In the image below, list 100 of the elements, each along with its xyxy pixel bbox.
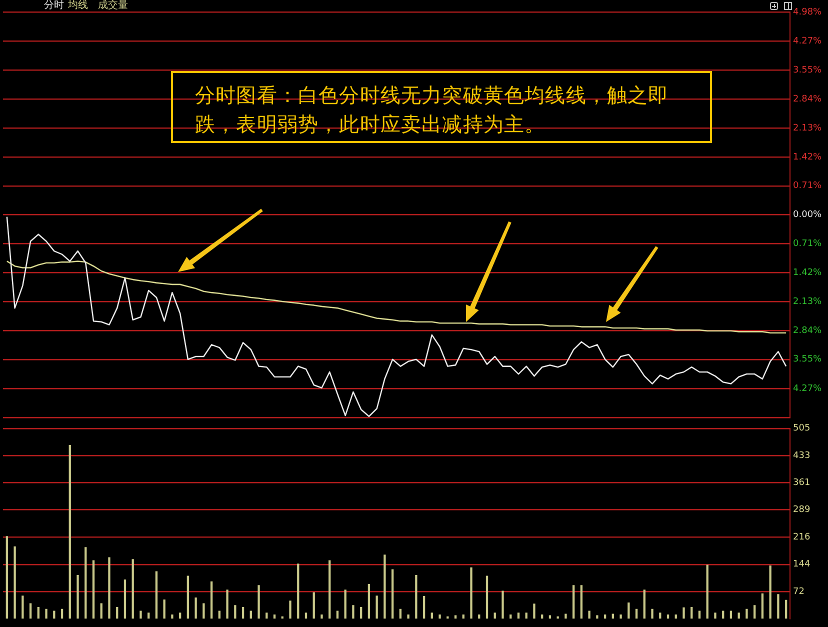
bar: [210, 581, 213, 619]
bar: [336, 610, 339, 619]
bar: [415, 574, 418, 619]
bar: [108, 557, 110, 619]
y-tick-label: 433: [793, 450, 810, 461]
bar: [266, 612, 268, 619]
bar: [674, 614, 677, 619]
bar: [470, 567, 472, 619]
bar: [604, 614, 606, 619]
bar: [312, 592, 315, 619]
y-tick-label: 505: [793, 424, 810, 434]
bar: [68, 445, 71, 619]
y-tick-label: 1.42%: [793, 152, 822, 162]
bar: [304, 612, 308, 619]
bar: [155, 571, 158, 619]
bar: [171, 614, 174, 619]
bar: [643, 590, 646, 619]
bar: [580, 585, 583, 619]
bar: [564, 614, 567, 619]
bar: [273, 614, 276, 619]
bar: [320, 614, 323, 619]
y-tick-label: 216: [793, 532, 810, 543]
bar: [784, 600, 788, 619]
bar: [769, 566, 772, 619]
bar: [690, 606, 693, 619]
bar: [116, 606, 118, 619]
bar: [777, 594, 780, 619]
bar: [258, 585, 260, 619]
bar: [478, 614, 480, 619]
bar: [76, 574, 79, 619]
bar: [754, 605, 756, 619]
y-tick-label: 0.71%: [793, 181, 822, 192]
y-tick-label: 4.98%: [793, 7, 822, 18]
bar: [438, 614, 441, 619]
bar: [533, 604, 536, 619]
bar: [714, 612, 716, 619]
bar: [84, 547, 87, 619]
bar: [541, 614, 544, 619]
bar: [698, 610, 701, 619]
bar: [517, 612, 520, 619]
bar: [502, 590, 504, 619]
y-tick-label: 2.84%: [793, 94, 822, 104]
bar: [37, 606, 40, 619]
y-tick-label: 2.13%: [793, 296, 822, 307]
bar: [620, 614, 622, 619]
bar: [6, 536, 8, 619]
text: 均线: [68, 0, 88, 11]
y-tick-label: 2.13%: [793, 123, 822, 134]
bar: [234, 605, 236, 619]
bar: [596, 615, 598, 619]
y-tick-label: 144: [793, 560, 810, 570]
bar: [666, 614, 670, 619]
bar: [706, 564, 708, 619]
y-tick-label: 4.27%: [793, 384, 822, 394]
bar: [430, 612, 433, 619]
bar: [635, 608, 638, 619]
y-tick-label: 0.71%: [793, 239, 822, 250]
bar: [730, 610, 732, 619]
bar: [186, 576, 190, 619]
bar: [163, 599, 166, 619]
bar: [140, 610, 142, 619]
bar: [659, 612, 662, 619]
bar: [218, 610, 221, 619]
bar: [391, 569, 394, 619]
y-tick-label: 0.00%: [793, 210, 822, 220]
y-tick-label: 3.55%: [793, 354, 822, 365]
bar: [289, 600, 292, 619]
bar: [682, 607, 685, 619]
bar: [45, 608, 48, 619]
bar: [462, 614, 464, 619]
bar: [92, 560, 95, 619]
bar: [29, 603, 32, 619]
bar: [384, 554, 386, 619]
bar: [761, 593, 764, 619]
bar: [399, 608, 402, 619]
bar: [588, 610, 590, 619]
y-tick-label: 4.27%: [793, 36, 822, 46]
bar: [242, 606, 244, 619]
y-tick-label: 3.55%: [793, 66, 822, 76]
bar: [328, 560, 331, 619]
bar: [344, 590, 346, 619]
bar: [178, 612, 182, 619]
bar: [746, 608, 748, 619]
bar: [53, 610, 56, 619]
bar: [422, 596, 426, 619]
bar: [486, 576, 488, 619]
y-tick-label: 2.84%: [793, 326, 822, 336]
bar: [352, 605, 354, 619]
bar: [226, 590, 228, 619]
bar: [628, 602, 630, 619]
y-tick-label: 361: [793, 478, 810, 488]
y-tick-label: 1.42%: [793, 268, 822, 278]
bar: [250, 610, 252, 619]
bar: [651, 608, 654, 619]
bar: [148, 612, 150, 619]
bar: [202, 603, 205, 619]
bar: [132, 559, 134, 619]
bar: [368, 584, 370, 619]
bar: [722, 610, 724, 619]
bar: [22, 596, 24, 619]
